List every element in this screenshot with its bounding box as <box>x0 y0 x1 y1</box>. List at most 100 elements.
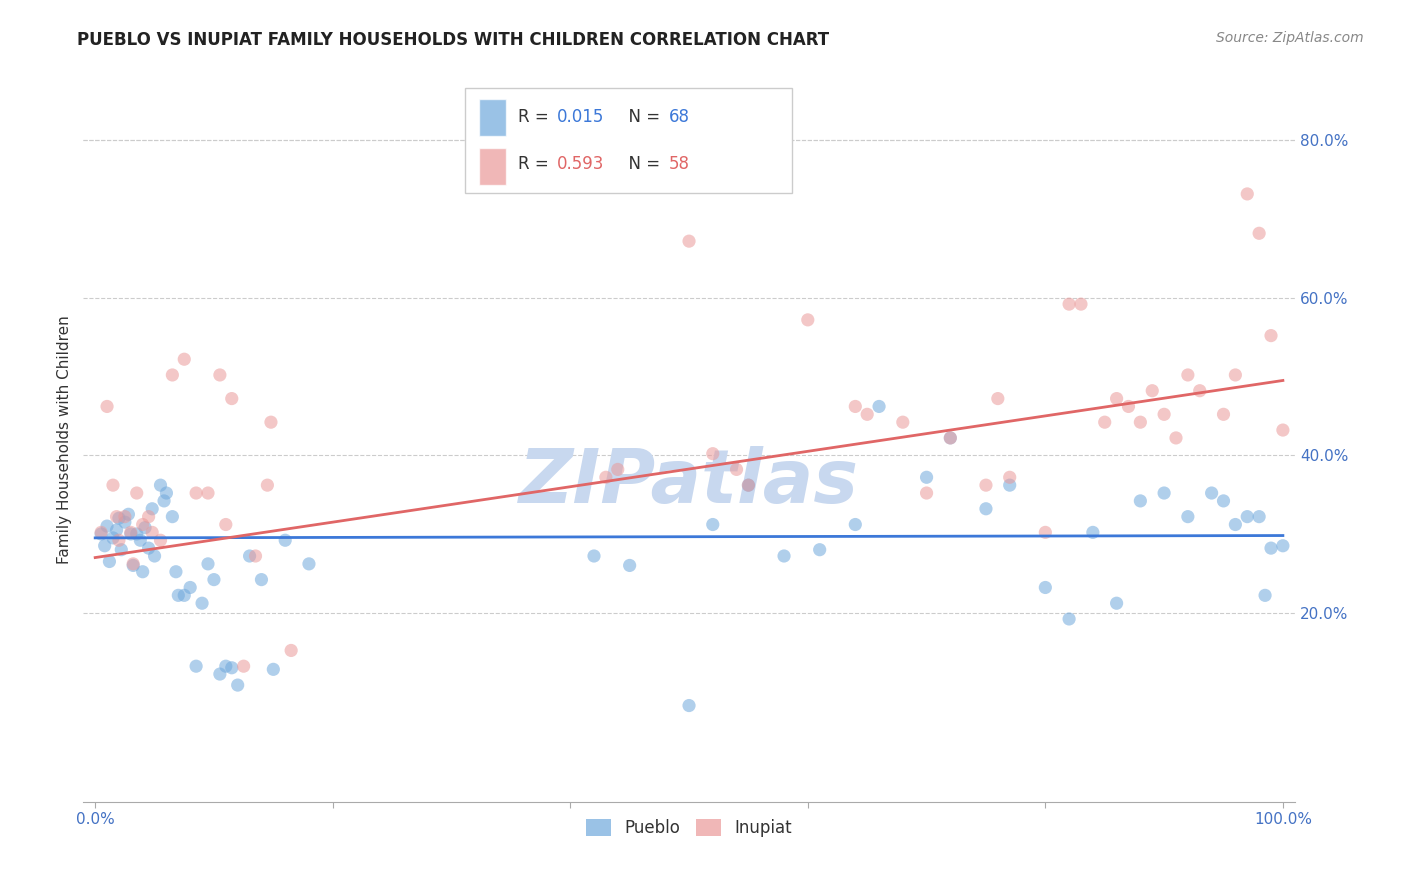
Point <box>1142 384 1164 398</box>
Point <box>191 596 214 610</box>
Point <box>120 525 142 540</box>
Point <box>737 478 759 492</box>
Point <box>1271 423 1294 437</box>
Point <box>125 486 148 500</box>
Point <box>1225 517 1247 532</box>
Point <box>1201 486 1223 500</box>
Text: R =: R = <box>519 155 554 173</box>
Point <box>179 581 201 595</box>
Point <box>1033 525 1056 540</box>
Point <box>114 509 136 524</box>
Point <box>1129 415 1152 429</box>
Text: ZIPatlas: ZIPatlas <box>519 447 859 519</box>
Point <box>606 462 628 476</box>
Text: Source: ZipAtlas.com: Source: ZipAtlas.com <box>1216 31 1364 45</box>
Point <box>678 234 700 248</box>
Point <box>141 525 163 540</box>
Point <box>155 486 177 500</box>
Point <box>197 486 219 500</box>
Point <box>173 352 195 367</box>
Point <box>1236 509 1258 524</box>
Point <box>1070 297 1092 311</box>
Point <box>1225 368 1247 382</box>
Point <box>1212 494 1234 508</box>
Point <box>167 588 190 602</box>
Point <box>110 542 132 557</box>
Point <box>1249 227 1271 241</box>
Point <box>974 478 997 492</box>
Point <box>221 661 243 675</box>
Point <box>1057 297 1080 311</box>
Point <box>856 407 879 421</box>
Point <box>173 588 195 602</box>
Point <box>915 470 938 484</box>
Point <box>939 431 962 445</box>
Point <box>108 511 131 525</box>
Point <box>134 521 156 535</box>
Point <box>1164 431 1187 445</box>
Point <box>184 486 207 500</box>
Point <box>678 698 700 713</box>
Point <box>737 478 759 492</box>
Point <box>117 508 139 522</box>
Point <box>122 557 145 571</box>
Text: 0.015: 0.015 <box>557 108 605 126</box>
Point <box>1260 541 1282 555</box>
Point <box>987 392 1010 406</box>
Point <box>280 643 302 657</box>
Point <box>114 515 136 529</box>
Point <box>1094 415 1116 429</box>
Point <box>138 541 160 555</box>
Point <box>149 533 172 548</box>
Point <box>702 517 724 532</box>
Point <box>868 400 890 414</box>
Point <box>208 667 231 681</box>
Point <box>1188 384 1211 398</box>
Point <box>162 368 184 382</box>
Point <box>1177 509 1199 524</box>
Point <box>891 415 914 429</box>
Point <box>844 400 866 414</box>
Point <box>108 533 131 548</box>
Point <box>1033 581 1056 595</box>
Point <box>1105 596 1128 610</box>
Point <box>256 478 278 492</box>
Point <box>153 494 176 508</box>
Point <box>221 392 243 406</box>
Point <box>1254 588 1277 602</box>
Text: PUEBLO VS INUPIAT FAMILY HOUSEHOLDS WITH CHILDREN CORRELATION CHART: PUEBLO VS INUPIAT FAMILY HOUSEHOLDS WITH… <box>77 31 830 49</box>
Y-axis label: Family Households with Children: Family Households with Children <box>58 315 72 564</box>
Text: N =: N = <box>617 108 665 126</box>
Point <box>1153 407 1175 421</box>
Text: 58: 58 <box>668 155 689 173</box>
Point <box>131 517 153 532</box>
Point <box>105 509 128 524</box>
Point <box>773 549 796 563</box>
Point <box>96 519 118 533</box>
Point <box>250 573 273 587</box>
FancyBboxPatch shape <box>465 88 792 194</box>
Point <box>1271 539 1294 553</box>
Point <box>129 533 152 548</box>
Point <box>298 557 321 571</box>
Point <box>143 549 166 563</box>
Point <box>1249 509 1271 524</box>
Point <box>93 539 115 553</box>
Point <box>122 558 145 573</box>
Point <box>105 523 128 537</box>
Point <box>1236 186 1258 201</box>
Point <box>197 557 219 571</box>
Point <box>149 478 172 492</box>
Point <box>262 662 284 676</box>
Point <box>101 531 124 545</box>
Point <box>998 470 1021 484</box>
Point <box>1212 407 1234 421</box>
Point <box>797 313 820 327</box>
Point <box>844 517 866 532</box>
Point <box>239 549 262 563</box>
Point <box>141 501 163 516</box>
Point <box>808 542 831 557</box>
Point <box>215 517 238 532</box>
Point <box>582 549 605 563</box>
Point <box>1105 392 1128 406</box>
